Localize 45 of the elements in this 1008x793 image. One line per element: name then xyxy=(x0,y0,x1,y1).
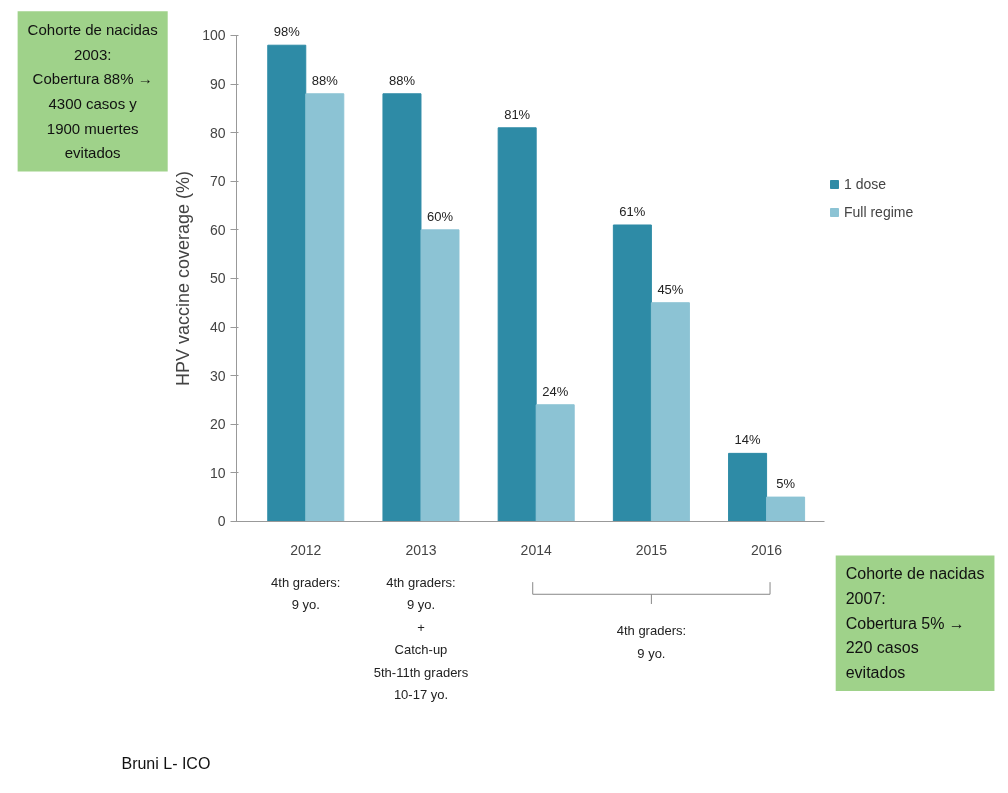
data-label: 5% xyxy=(776,476,796,492)
bar xyxy=(612,224,652,522)
data-label: 88% xyxy=(311,72,339,88)
y-axis-title: HPV vaccine coverage (%) xyxy=(173,170,194,387)
data-label: 24% xyxy=(542,383,569,399)
x-tick-label: 2012 xyxy=(290,542,322,559)
text: 4th graders: 9 yo. xyxy=(616,623,687,661)
y-tick-label: 10 xyxy=(210,464,226,481)
data-label: 60% xyxy=(426,208,454,224)
x-tick-label: 2014 xyxy=(520,542,552,559)
data-label: 81% xyxy=(504,106,531,122)
data-label: 14% xyxy=(734,432,762,448)
data-label: 88% xyxy=(388,72,416,88)
x-tick-label: 2016 xyxy=(751,542,783,559)
y-tick-label: 40 xyxy=(210,319,226,336)
y-tick-label: 60 xyxy=(210,221,226,238)
y-tick-label: 20 xyxy=(210,416,226,433)
text: Bruni L- ICO xyxy=(121,754,211,772)
bar xyxy=(535,404,575,522)
legend-label: 1 dose xyxy=(844,176,887,192)
text: Cohorte de nacidas 2003: Cobertura 88% → 4300 casos y 1900 muertes evitados xyxy=(27,21,158,162)
bar xyxy=(267,44,307,522)
bar xyxy=(497,127,537,522)
y-tick-label: 90 xyxy=(210,76,226,93)
bar xyxy=(420,229,460,522)
y-tick-label: 70 xyxy=(210,173,226,190)
legend-label: Full regime xyxy=(844,204,914,220)
y-tick-label: 100 xyxy=(202,27,226,44)
bar xyxy=(305,93,345,522)
data-label: 45% xyxy=(657,281,684,297)
text: Cohorte de nacidas 2007: Cobertura 5% → 220 casos evitados xyxy=(845,565,985,682)
y-tick-label: 80 xyxy=(210,124,226,141)
bar xyxy=(650,302,690,522)
data-label: 61% xyxy=(619,203,646,219)
x-tick-label: 2015 xyxy=(635,542,668,559)
bar xyxy=(766,496,806,522)
y-tick-label: 50 xyxy=(210,270,226,287)
y-tick-label: 30 xyxy=(210,367,226,384)
text: 4th graders: 9 yo. + Catch-up 5th-11th graders 10-17 yo. xyxy=(373,574,469,703)
text: 4th graders: 9 yo. xyxy=(271,574,341,613)
bar xyxy=(728,452,768,522)
bar xyxy=(382,93,422,522)
y-tick-label: 0 xyxy=(217,513,226,530)
data-label: 98% xyxy=(273,24,301,40)
x-tick-label: 2013 xyxy=(405,542,437,559)
